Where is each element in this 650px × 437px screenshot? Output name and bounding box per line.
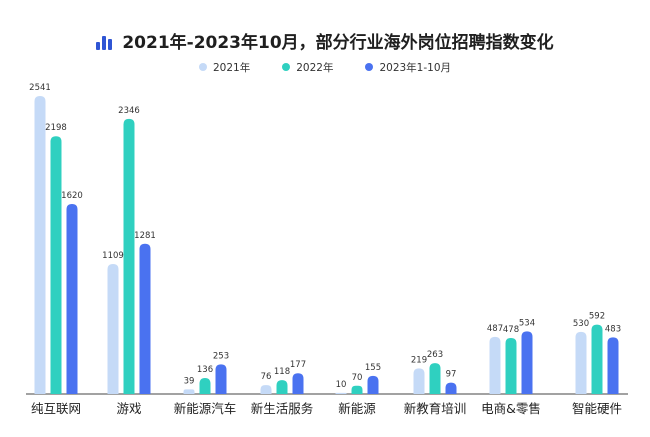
bar — [66, 204, 78, 394]
legend-swatch — [198, 63, 207, 71]
chart-title-row: 2021年-2023年10月，部分行业海外岗位招聘指数变化 — [0, 28, 650, 55]
data-label: 177 — [290, 360, 306, 370]
category-label: 电商&零售 — [481, 401, 541, 416]
bar — [34, 96, 46, 394]
bar — [413, 368, 425, 394]
data-label: 483 — [605, 324, 621, 334]
category-label: 新能源 — [338, 401, 376, 416]
data-label: 70 — [352, 373, 363, 383]
bar — [292, 373, 304, 394]
category-label: 新生活服务 — [251, 401, 314, 416]
legend-swatch — [282, 63, 291, 71]
bar — [260, 385, 272, 394]
data-label: 2346 — [118, 106, 140, 116]
data-label: 487 — [487, 324, 503, 334]
data-label: 1620 — [61, 191, 83, 201]
bar — [505, 337, 517, 394]
legend-label: 2021年 — [212, 62, 251, 74]
category-label: 新能源汽车 — [174, 401, 237, 416]
bar — [575, 331, 587, 394]
data-label: 592 — [589, 312, 605, 322]
bar — [139, 243, 151, 394]
legend-item: 2021年 — [198, 60, 251, 75]
bar — [123, 118, 135, 394]
data-label: 1281 — [134, 231, 156, 241]
category-label: 新教育培训 — [404, 401, 467, 416]
bar — [183, 389, 195, 394]
bar — [351, 385, 363, 394]
bar — [215, 364, 227, 394]
chart-title: 2021年-2023年10月，部分行业海外岗位招聘指数变化 — [122, 33, 554, 53]
legend-label: 2023年1-10月 — [379, 62, 452, 74]
data-label: 136 — [197, 365, 213, 375]
data-label: 97 — [446, 370, 457, 380]
data-label: 76 — [261, 372, 272, 382]
category-label: 纯互联网 — [31, 401, 81, 416]
bar — [607, 337, 619, 394]
legend-item: 2022年 — [282, 60, 333, 75]
bar — [429, 363, 441, 394]
bar-chart-icon — [96, 35, 114, 55]
data-label: 39 — [184, 376, 195, 386]
bar — [445, 382, 457, 394]
bar — [276, 380, 288, 394]
bar — [335, 392, 347, 394]
legend-label: 2022年 — [296, 62, 334, 74]
data-label: 118 — [274, 367, 290, 377]
bar — [591, 324, 603, 394]
legend-item: 2023年1-10月 — [365, 60, 451, 75]
data-label: 263 — [427, 350, 443, 360]
bar — [521, 331, 533, 394]
category-label: 游戏 — [116, 401, 141, 416]
bar — [107, 263, 119, 394]
legend-swatch — [365, 63, 374, 71]
data-label: 534 — [519, 318, 535, 328]
category-label: 智能硬件 — [572, 401, 622, 416]
data-label: 1109 — [102, 251, 124, 261]
bar — [367, 375, 379, 394]
data-label: 155 — [365, 363, 381, 373]
data-label: 253 — [213, 351, 229, 361]
bar — [199, 378, 211, 394]
data-label: 2541 — [29, 83, 51, 93]
bar — [489, 336, 501, 394]
data-label: 10 — [336, 380, 347, 390]
data-label: 2198 — [45, 123, 67, 133]
chart-legend: 2021年 2022年 2023年1-10月 — [0, 60, 650, 75]
data-label: 478 — [503, 325, 519, 335]
data-label: 219 — [411, 355, 427, 365]
bar — [50, 136, 62, 394]
data-label: 530 — [573, 319, 589, 329]
